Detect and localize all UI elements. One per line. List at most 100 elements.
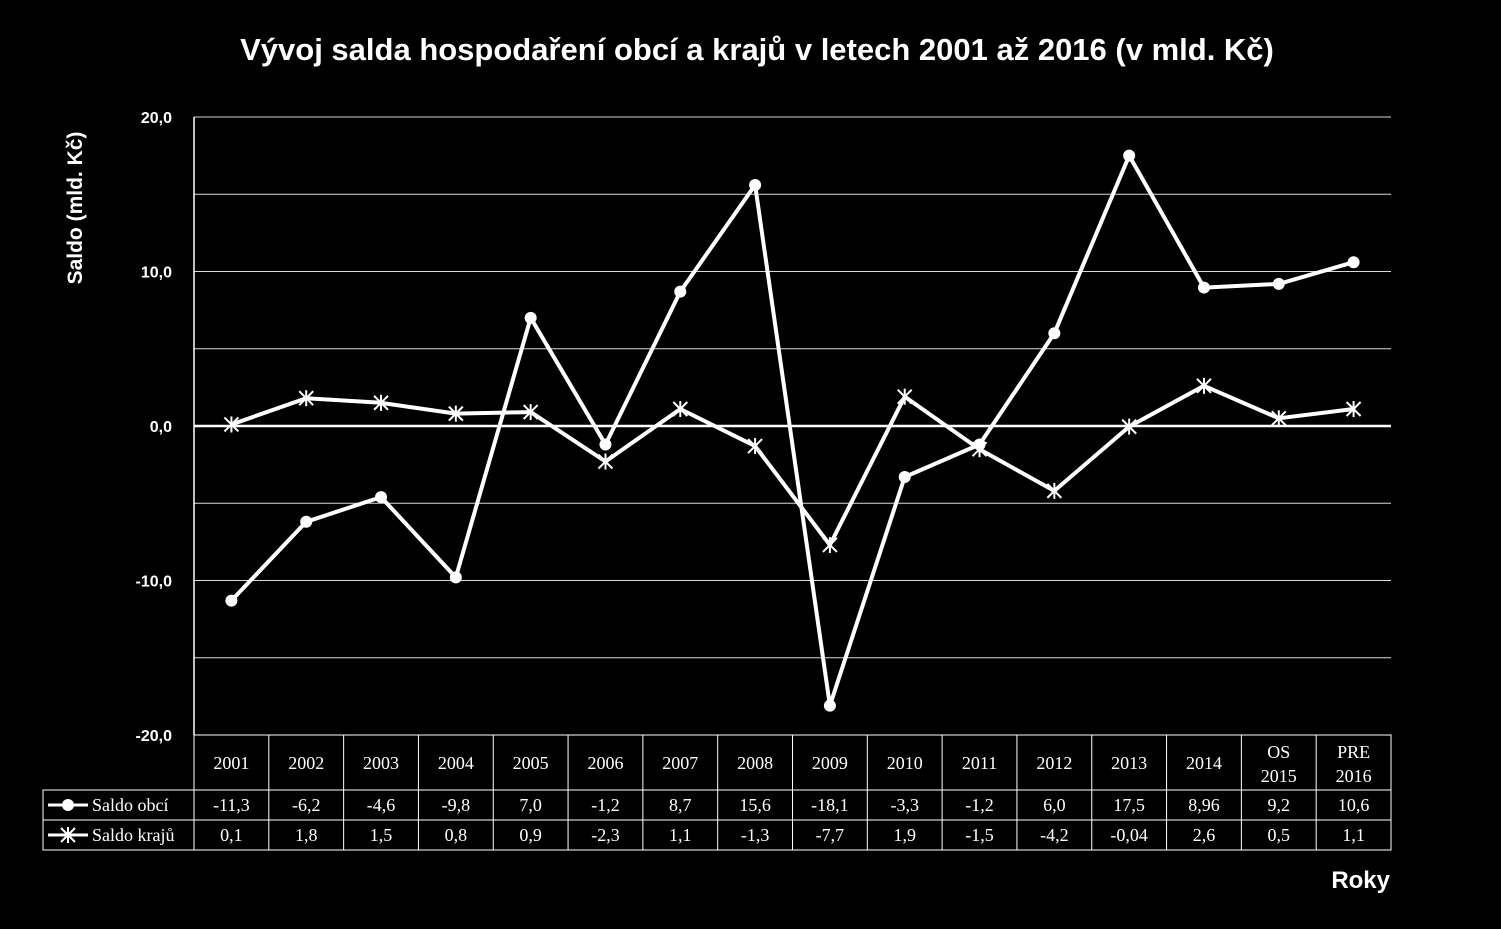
- x-category-label: 2010: [887, 753, 923, 773]
- data-point-circle: [449, 571, 462, 584]
- table-value: -18,1: [811, 795, 849, 815]
- y-tick-label: 0,0: [150, 419, 172, 436]
- x-category-label: 2015: [1261, 766, 1297, 786]
- data-point-star: [597, 453, 614, 470]
- x-category-label: PRE: [1337, 742, 1370, 762]
- data-point-star: [522, 404, 539, 421]
- plot-series: [223, 149, 1362, 712]
- data-point-circle: [1123, 149, 1136, 162]
- table-value: 10,6: [1338, 795, 1370, 815]
- data-point-circle: [1272, 277, 1285, 290]
- legend-series-name: Saldo obcí: [92, 795, 169, 815]
- table-value: -1,5: [965, 825, 994, 845]
- table-value: 0,9: [519, 825, 542, 845]
- table-value: 1,1: [669, 825, 692, 845]
- table-value: -3,3: [890, 795, 919, 815]
- data-point-star: [1196, 377, 1212, 394]
- data-point-star: [672, 401, 688, 418]
- data-point-star: [971, 441, 988, 458]
- table-value: 0,5: [1268, 825, 1291, 845]
- table-value: 1,8: [295, 825, 318, 845]
- table-value: -7,7: [816, 825, 845, 845]
- data-point-star: [1271, 410, 1287, 427]
- table-value: 8,96: [1188, 795, 1220, 815]
- table-value: -1,2: [591, 795, 620, 815]
- x-category-label: 2012: [1036, 753, 1072, 773]
- data-point-circle: [375, 491, 388, 504]
- x-category-label: 2002: [288, 753, 324, 773]
- y-tick-label: 10,0: [141, 265, 172, 282]
- data-point-circle: [524, 311, 537, 324]
- data-point-circle: [1048, 327, 1061, 340]
- table-value: 6,0: [1043, 795, 1066, 815]
- y-tick-label: 20,0: [141, 110, 172, 127]
- table-value: -6,2: [292, 795, 321, 815]
- data-point-circle: [62, 799, 74, 811]
- table-value: 1,5: [370, 825, 393, 845]
- x-category-label: 2005: [513, 753, 549, 773]
- table-value: -2,3: [591, 825, 620, 845]
- x-category-label: OS: [1267, 742, 1290, 762]
- table-value: 15,6: [739, 795, 771, 815]
- table-value: 1,9: [893, 825, 916, 845]
- x-category-label: 2008: [737, 753, 773, 773]
- data-point-star: [897, 388, 913, 405]
- table-value: 17,5: [1113, 795, 1145, 815]
- table-value: 0,8: [445, 825, 468, 845]
- table-value: 9,2: [1268, 795, 1291, 815]
- series-line-2: [230, 383, 1354, 547]
- table-value: 2,6: [1193, 825, 1216, 845]
- table-value: 8,7: [669, 795, 692, 815]
- data-point-star: [60, 827, 76, 843]
- data-point-star: [1345, 401, 1362, 418]
- y-tick-label: -20,0: [136, 728, 173, 745]
- x-category-label: 2009: [812, 753, 848, 773]
- data-point-star: [1121, 418, 1137, 435]
- data-point-star: [373, 394, 389, 411]
- table-value: -1,3: [741, 825, 770, 845]
- table-value: -4,2: [1040, 825, 1069, 845]
- table-value: -0,04: [1110, 825, 1148, 845]
- data-point-circle: [1197, 281, 1210, 294]
- y-axis-label: Saldo (mld. Kč): [64, 132, 87, 285]
- x-category-label: 2016: [1336, 766, 1372, 786]
- data-point-circle: [749, 178, 762, 191]
- table-value: 1,1: [1342, 825, 1365, 845]
- data-point-circle: [1347, 256, 1360, 269]
- data-point-star: [223, 416, 240, 433]
- x-category-label: 2001: [213, 753, 249, 773]
- gridlines: [193, 116, 1391, 736]
- y-tick-label: -10,0: [136, 574, 173, 591]
- x-category-label: 2004: [438, 753, 474, 773]
- x-category-label: 2013: [1111, 753, 1147, 773]
- table-value: -11,3: [213, 795, 250, 815]
- data-point-star: [747, 438, 763, 455]
- data-point-star: [1046, 482, 1063, 499]
- table-value: -1,2: [965, 795, 994, 815]
- table-value: 0,1: [220, 825, 243, 845]
- series-line-1: [229, 153, 1355, 708]
- x-category-label: 2006: [587, 753, 623, 773]
- y-axis-ticks: -20,0 -10,0 0,0 10,0 20,0: [136, 110, 173, 745]
- x-category-label: 2003: [363, 753, 399, 773]
- table-value: 7,0: [519, 795, 542, 815]
- data-point-circle: [823, 699, 836, 712]
- legend-series-name: Saldo krajů: [92, 825, 175, 845]
- table-value: -4,6: [367, 795, 396, 815]
- table-value: -9,8: [442, 795, 471, 815]
- x-axis-label: Roky: [1331, 867, 1390, 894]
- data-point-circle: [674, 285, 687, 298]
- data-point-star: [298, 390, 314, 407]
- x-category-label: 2011: [962, 753, 997, 773]
- data-point-circle: [599, 438, 612, 451]
- data-point-circle: [898, 470, 911, 483]
- x-category-label: 2007: [662, 753, 698, 773]
- data-table: 2001 2002 2003 2004 2005 2006 2007 2008 2009 2010…: [42, 734, 1392, 851]
- data-point-star: [822, 536, 838, 553]
- data-point-star: [448, 405, 464, 422]
- x-category-label: 2014: [1186, 753, 1222, 773]
- chart-title: Vývoj salda hospodaření obcí a krajů v l…: [240, 32, 1274, 67]
- data-point-circle: [225, 594, 238, 607]
- data-point-circle: [300, 515, 313, 528]
